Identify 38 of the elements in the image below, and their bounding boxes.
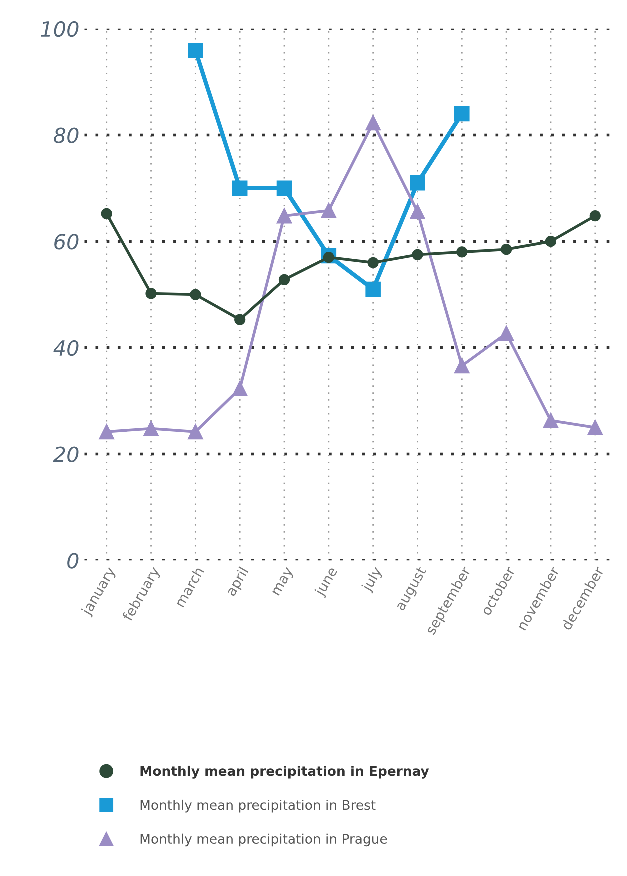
point xyxy=(232,180,248,196)
point xyxy=(278,274,290,286)
legend-label: Monthly mean precipitation in Prague xyxy=(140,834,388,847)
point xyxy=(321,203,337,218)
point xyxy=(456,246,468,258)
y-tick-label: 80 xyxy=(54,128,79,144)
point xyxy=(543,413,559,428)
point xyxy=(190,289,202,300)
point xyxy=(99,424,114,440)
point xyxy=(366,282,381,298)
legend-label: Monthly mean precipitation in Brest xyxy=(140,800,376,813)
point xyxy=(188,424,204,440)
point xyxy=(144,421,159,436)
y-tick-label: 20 xyxy=(53,446,79,463)
point xyxy=(588,420,604,436)
point xyxy=(454,358,470,374)
y-tick-label: 100 xyxy=(41,21,79,38)
point xyxy=(276,180,292,196)
point xyxy=(188,43,204,58)
point xyxy=(234,314,246,326)
point xyxy=(498,326,514,342)
point xyxy=(146,288,157,300)
point xyxy=(368,257,379,268)
point xyxy=(410,175,426,191)
y-tick-label: 0 xyxy=(68,553,79,569)
point xyxy=(101,208,112,220)
legend-label: Monthly mean precipitation in Epernay xyxy=(140,766,430,779)
y-tick-label: 40 xyxy=(54,340,79,356)
point xyxy=(410,204,426,220)
point xyxy=(454,106,470,122)
point xyxy=(501,244,512,256)
point xyxy=(545,236,557,248)
point xyxy=(276,208,292,224)
point xyxy=(412,249,424,260)
point xyxy=(590,210,601,222)
point xyxy=(366,115,381,131)
point xyxy=(232,381,248,397)
y-tick-label: 60 xyxy=(54,234,79,250)
